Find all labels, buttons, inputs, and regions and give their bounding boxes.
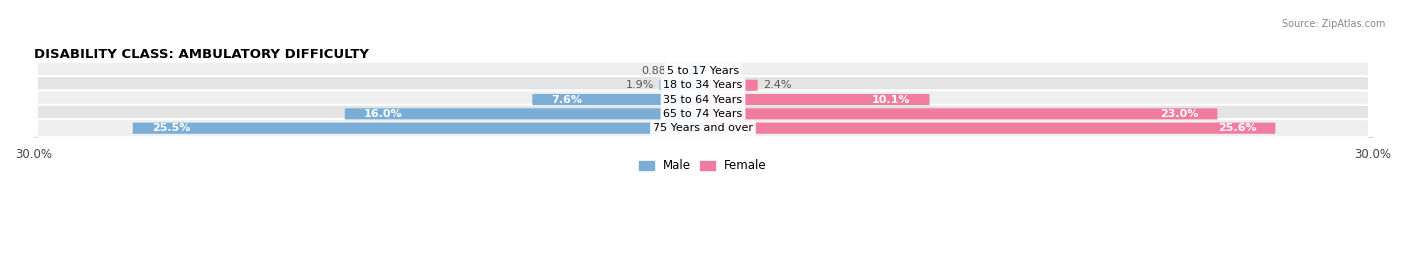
- Text: 65 to 74 Years: 65 to 74 Years: [664, 109, 742, 119]
- Text: 0.1%: 0.1%: [711, 66, 740, 76]
- FancyBboxPatch shape: [37, 119, 1369, 137]
- FancyBboxPatch shape: [702, 108, 1218, 120]
- FancyBboxPatch shape: [702, 80, 758, 91]
- Text: 7.6%: 7.6%: [551, 95, 582, 105]
- Text: 2.4%: 2.4%: [763, 80, 792, 90]
- FancyBboxPatch shape: [702, 94, 929, 105]
- Text: 10.1%: 10.1%: [872, 95, 911, 105]
- Text: 5 to 17 Years: 5 to 17 Years: [666, 66, 740, 76]
- FancyBboxPatch shape: [37, 62, 1369, 80]
- Text: DISABILITY CLASS: AMBULATORY DIFFICULTY: DISABILITY CLASS: AMBULATORY DIFFICULTY: [34, 48, 368, 61]
- FancyBboxPatch shape: [37, 90, 1369, 109]
- Text: Source: ZipAtlas.com: Source: ZipAtlas.com: [1281, 19, 1385, 29]
- Text: 1.9%: 1.9%: [626, 80, 654, 90]
- FancyBboxPatch shape: [682, 65, 704, 77]
- Text: 16.0%: 16.0%: [364, 109, 402, 119]
- Legend: Male, Female: Male, Female: [640, 159, 766, 173]
- FancyBboxPatch shape: [533, 94, 704, 105]
- Text: 25.5%: 25.5%: [152, 123, 190, 133]
- Text: 23.0%: 23.0%: [1160, 109, 1198, 119]
- Text: 18 to 34 Years: 18 to 34 Years: [664, 80, 742, 90]
- FancyBboxPatch shape: [37, 76, 1369, 94]
- FancyBboxPatch shape: [702, 122, 1275, 134]
- FancyBboxPatch shape: [659, 80, 704, 91]
- FancyBboxPatch shape: [37, 105, 1369, 123]
- FancyBboxPatch shape: [344, 108, 704, 120]
- FancyBboxPatch shape: [702, 65, 706, 77]
- FancyBboxPatch shape: [132, 122, 704, 134]
- Text: 25.6%: 25.6%: [1218, 123, 1257, 133]
- Text: 75 Years and over: 75 Years and over: [652, 123, 754, 133]
- Text: 0.88%: 0.88%: [641, 66, 676, 76]
- Text: 35 to 64 Years: 35 to 64 Years: [664, 95, 742, 105]
